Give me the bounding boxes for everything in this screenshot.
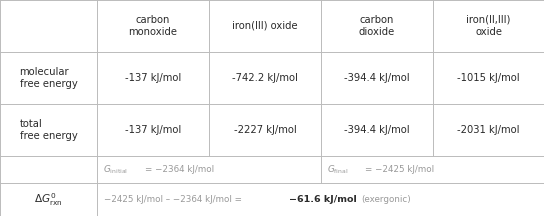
Text: -1015 kJ/mol: -1015 kJ/mol — [457, 73, 520, 83]
Text: -394.4 kJ/mol: -394.4 kJ/mol — [344, 73, 410, 83]
Text: $G_\mathregular{initial}$: $G_\mathregular{initial}$ — [103, 163, 128, 176]
Text: -137 kJ/mol: -137 kJ/mol — [125, 73, 181, 83]
Text: -2227 kJ/mol: -2227 kJ/mol — [233, 125, 296, 135]
Text: carbon
monoxide: carbon monoxide — [128, 15, 177, 37]
Text: $\Delta G^0_\mathrm{rxn}$: $\Delta G^0_\mathrm{rxn}$ — [34, 191, 63, 208]
Text: -137 kJ/mol: -137 kJ/mol — [125, 125, 181, 135]
Text: -742.2 kJ/mol: -742.2 kJ/mol — [232, 73, 298, 83]
Text: molecular
free energy: molecular free energy — [20, 67, 77, 89]
Text: = −2364 kJ/mol: = −2364 kJ/mol — [145, 165, 214, 174]
Text: carbon
dioxide: carbon dioxide — [359, 15, 395, 37]
Text: $G_\mathregular{final}$: $G_\mathregular{final}$ — [327, 163, 349, 176]
Text: −2425 kJ/mol – −2364 kJ/mol =: −2425 kJ/mol – −2364 kJ/mol = — [104, 195, 245, 204]
Text: iron(II,III)
oxide: iron(II,III) oxide — [466, 15, 511, 37]
Text: -394.4 kJ/mol: -394.4 kJ/mol — [344, 125, 410, 135]
Text: iron(III) oxide: iron(III) oxide — [232, 21, 298, 31]
Text: (exergonic): (exergonic) — [361, 195, 411, 204]
Text: −61.6 kJ/mol: −61.6 kJ/mol — [289, 195, 357, 204]
Text: = −2425 kJ/mol: = −2425 kJ/mol — [365, 165, 434, 174]
Text: total
free energy: total free energy — [20, 119, 77, 141]
Text: -2031 kJ/mol: -2031 kJ/mol — [458, 125, 520, 135]
